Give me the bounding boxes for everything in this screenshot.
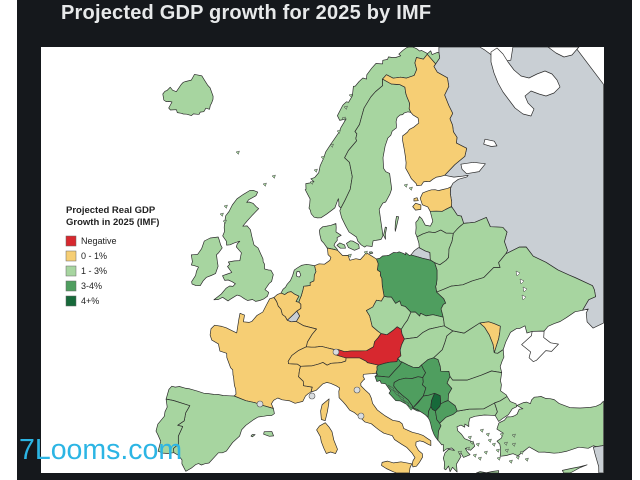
- svg-text:Projected Real GDP: Projected Real GDP: [66, 205, 156, 216]
- svg-text:4+%: 4+%: [81, 296, 99, 306]
- svg-text:Growth in 2025 (IMF): Growth in 2025 (IMF): [66, 217, 159, 228]
- svg-text:3-4%: 3-4%: [81, 281, 102, 291]
- svg-text:0 - 1%: 0 - 1%: [81, 251, 107, 261]
- svg-text:Negative: Negative: [81, 236, 117, 246]
- svg-text:1 - 3%: 1 - 3%: [81, 266, 107, 276]
